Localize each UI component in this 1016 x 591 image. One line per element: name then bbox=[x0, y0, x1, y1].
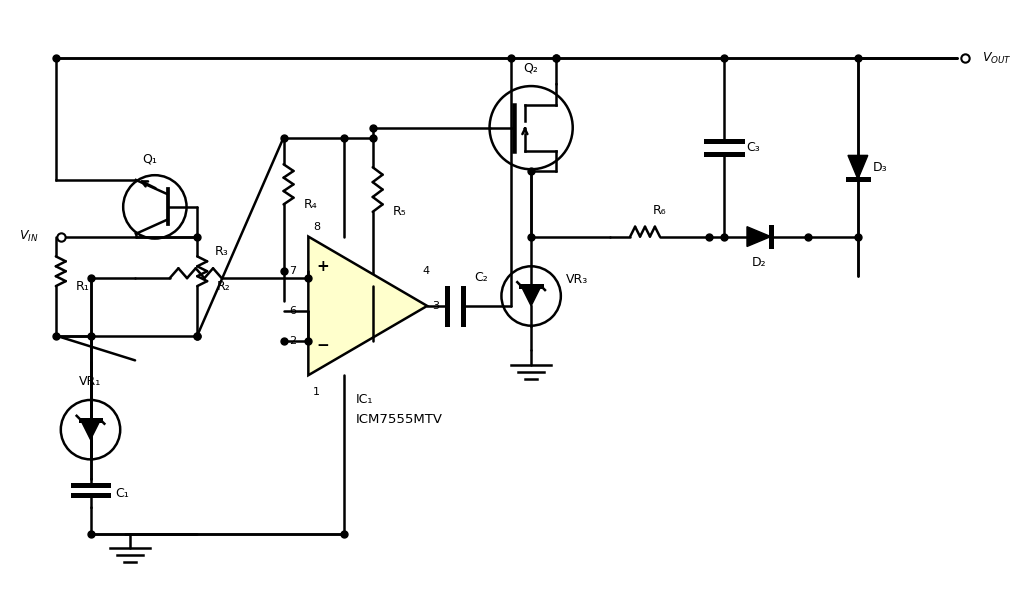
Text: VR₁: VR₁ bbox=[79, 375, 102, 388]
Text: 3: 3 bbox=[432, 301, 439, 311]
Text: 8: 8 bbox=[313, 222, 320, 232]
Text: R₅: R₅ bbox=[392, 205, 406, 218]
Polygon shape bbox=[308, 236, 427, 375]
Text: $V_{IN}$: $V_{IN}$ bbox=[18, 229, 38, 244]
Text: 2: 2 bbox=[290, 336, 297, 346]
Text: D₂: D₂ bbox=[752, 256, 766, 269]
Text: ICM7555MTV: ICM7555MTV bbox=[356, 413, 443, 426]
Text: 1: 1 bbox=[313, 387, 320, 397]
Text: C₁: C₁ bbox=[115, 486, 129, 499]
Text: IC₁: IC₁ bbox=[356, 393, 373, 406]
Text: 6: 6 bbox=[290, 306, 297, 316]
Text: R₄: R₄ bbox=[304, 198, 317, 211]
Text: D₃: D₃ bbox=[873, 161, 887, 174]
Polygon shape bbox=[747, 227, 771, 246]
Text: 4: 4 bbox=[423, 266, 430, 276]
Text: R₃: R₃ bbox=[214, 245, 229, 258]
Text: C₂: C₂ bbox=[474, 271, 489, 284]
Text: VR₃: VR₃ bbox=[566, 273, 588, 286]
Polygon shape bbox=[80, 420, 101, 440]
Text: Q₁: Q₁ bbox=[142, 152, 157, 165]
Text: C₃: C₃ bbox=[746, 141, 760, 154]
Text: R₆: R₆ bbox=[653, 204, 666, 217]
Text: 7: 7 bbox=[290, 266, 297, 276]
Polygon shape bbox=[848, 155, 868, 179]
Text: −: − bbox=[317, 338, 329, 353]
Text: +: + bbox=[317, 259, 329, 274]
Text: R₁: R₁ bbox=[75, 280, 89, 293]
Polygon shape bbox=[521, 286, 542, 306]
Text: Q₂: Q₂ bbox=[523, 61, 538, 74]
Text: $V_{OUT}$: $V_{OUT}$ bbox=[981, 51, 1011, 66]
Text: R₂: R₂ bbox=[217, 280, 231, 293]
